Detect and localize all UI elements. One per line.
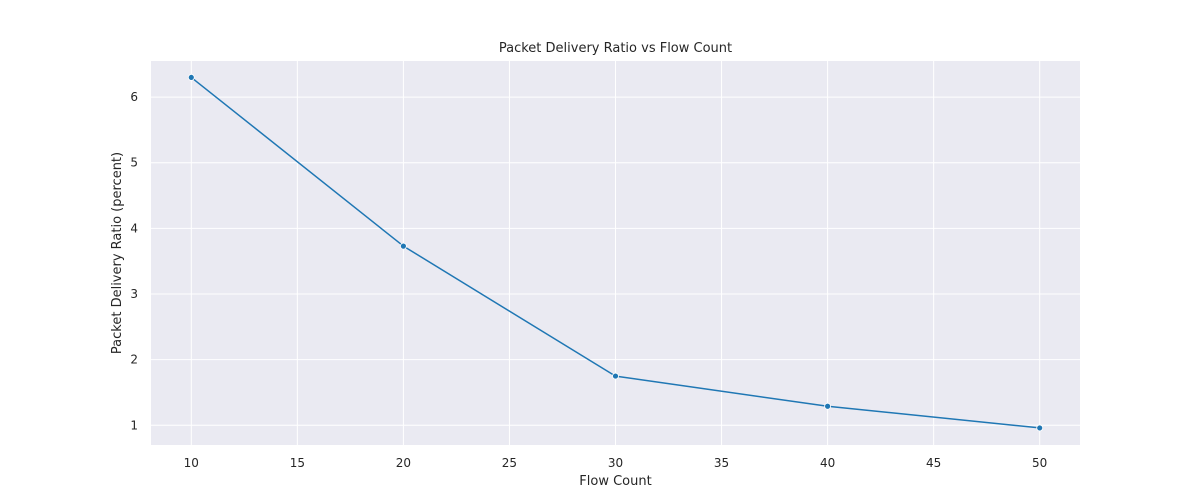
- y-tick-label: 3: [130, 287, 138, 301]
- data-point: [1036, 424, 1044, 432]
- data-point: [612, 372, 619, 380]
- grid-lines: [151, 61, 1080, 445]
- x-tick-label: 40: [820, 456, 835, 470]
- chart-title: Packet Delivery Ratio vs Flow Count: [499, 41, 732, 56]
- y-tick-labels: 1 2 3 4 5 6: [130, 90, 138, 432]
- data-point: [824, 402, 832, 410]
- x-tick-label: 10: [184, 456, 199, 470]
- y-tick-label: 1: [130, 418, 138, 432]
- y-tick-label: 5: [130, 156, 138, 170]
- x-axis-label: Flow Count: [579, 474, 651, 489]
- y-tick-label: 6: [130, 90, 138, 104]
- x-tick-label: 35: [714, 456, 729, 470]
- x-tick-label: 45: [926, 456, 941, 470]
- x-tick-labels: 10 15 20 25 30 35 40 45 50: [184, 456, 1048, 470]
- y-tick-label: 4: [130, 221, 138, 235]
- data-point: [187, 74, 195, 81]
- x-tick-label: 50: [1032, 456, 1047, 470]
- y-tick-label: 2: [130, 353, 138, 367]
- y-axis-label: Packet Delivery Ratio (percent): [110, 152, 125, 354]
- data-point: [399, 242, 407, 250]
- x-tick-label: 25: [502, 456, 517, 470]
- x-tick-label: 20: [396, 456, 411, 470]
- x-tick-label: 15: [290, 456, 305, 470]
- series-layer: [187, 74, 1044, 432]
- x-tick-label: 30: [608, 456, 623, 470]
